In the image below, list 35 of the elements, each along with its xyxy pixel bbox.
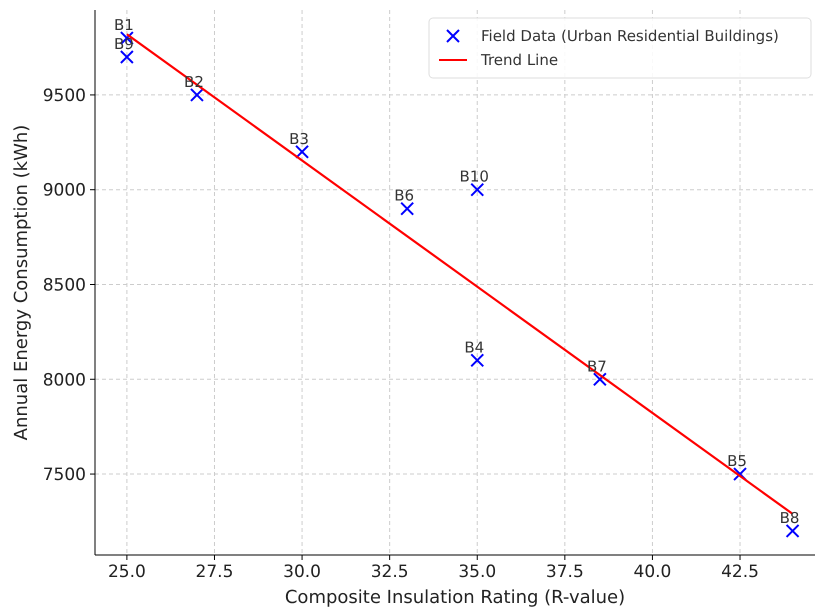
point (295, 144, 310, 159)
x-tick-label: 42.5 (721, 562, 759, 582)
y-tick-label: 9500 (42, 86, 86, 106)
x-tick-label: 30.0 (283, 562, 321, 582)
y-tick-label: 8500 (42, 275, 86, 296)
legend-label: Field Data (Urban Residential Buildings) (481, 27, 779, 45)
point (470, 182, 484, 197)
y-tick-label: 8000 (42, 370, 86, 390)
annotation: B10 (460, 168, 489, 186)
legend-label: Trend Line (480, 51, 558, 69)
annotation: B6 (394, 186, 414, 205)
point (190, 88, 204, 102)
point (470, 353, 484, 368)
x-tick-label: 35.0 (458, 562, 496, 582)
y-tick-label: 7500 (42, 465, 86, 486)
annotation: B9 (114, 35, 134, 54)
x-tick-label: 40.0 (634, 562, 672, 582)
point (120, 50, 134, 64)
annotation: B7 (586, 357, 607, 376)
point (400, 202, 414, 216)
x-tick-label: 27.5 (196, 562, 234, 582)
annotation: B4 (464, 338, 484, 356)
x-tick-label: 37.5 (546, 562, 584, 582)
point (733, 467, 748, 482)
annotation: B1 (114, 16, 134, 34)
y-axis-title: Annual Energy Consumption (kWh) (11, 124, 32, 440)
annotation: B8 (780, 508, 800, 527)
x-axis-title: Composite Insulation Rating (R-value) (284, 587, 626, 608)
point (592, 372, 607, 386)
annotation: B3 (289, 130, 309, 148)
x-tick-label: 32.5 (370, 562, 409, 582)
y-tick-label: 9000 (42, 180, 86, 201)
point (786, 524, 800, 538)
x-tick-label: 25.0 (108, 562, 146, 582)
annotation: B5 (727, 452, 747, 470)
